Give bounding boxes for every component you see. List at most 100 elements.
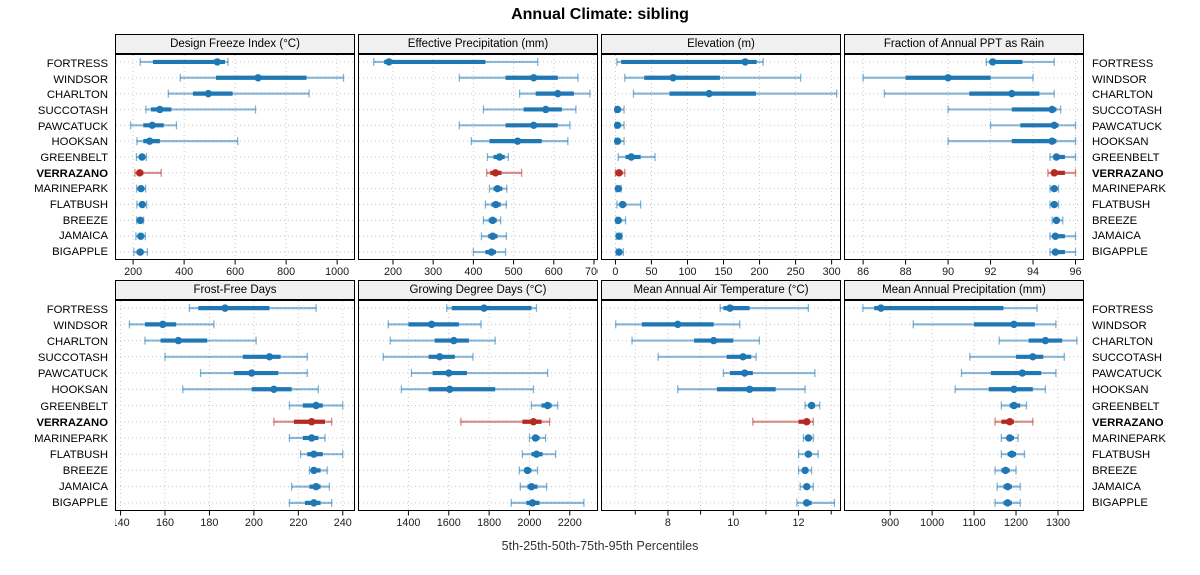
interval-marinepark	[1000, 433, 1019, 442]
station-label-fortress: FORTRESS	[1092, 304, 1154, 317]
dotplot-canvas: 0 50 100 150 200 250 300	[601, 54, 841, 277]
station-labels-left-top: FORTRESS WINDSOR CHARLTON SUCCOTASH PAWCATUC…	[0, 56, 112, 260]
station-label-greenbelt: GREENBELT	[1092, 152, 1160, 164]
svg-text:200: 200	[751, 266, 769, 277]
interval-hooksan	[400, 385, 535, 394]
interval-hooksan	[954, 385, 1047, 394]
interval-succotash	[613, 105, 625, 114]
svg-text:90: 90	[942, 266, 954, 277]
panel-mean-annual-precipitation: Mean Annual Precipitation (mm) 900 1000 11…	[844, 280, 1084, 528]
svg-text:600: 600	[545, 266, 563, 277]
station-label-windsor: WINDSOR	[1092, 73, 1147, 86]
interval-jamaica	[615, 232, 623, 241]
interval-hooksan	[136, 137, 239, 146]
interval-greenbelt	[486, 153, 510, 161]
interval-charlton	[632, 89, 838, 98]
svg-text:1200: 1200	[1004, 517, 1028, 528]
station-label-charlton: CHARLTON	[1092, 336, 1154, 349]
svg-text:240: 240	[334, 517, 352, 528]
svg-text:2000: 2000	[517, 517, 541, 528]
svg-text:1000: 1000	[325, 266, 349, 277]
interval-flatbush	[136, 200, 148, 209]
interval-fortress	[373, 57, 539, 66]
interval-jamaica	[996, 482, 1021, 491]
svg-text:0: 0	[612, 266, 618, 277]
station-label-verrazano: VERRAZANO	[1092, 416, 1164, 429]
svg-text:300: 300	[424, 266, 442, 277]
station-label-charlton: CHARLTON	[46, 336, 108, 349]
interval-pawcatuck	[613, 121, 625, 130]
interval-hooksan	[677, 385, 806, 394]
dotplot-canvas: 140 160 180 200 220 240	[115, 300, 355, 528]
interval-charlton	[998, 336, 1078, 345]
station-label-charlton: CHARLTON	[46, 89, 108, 102]
panel-strip-title: Fraction of Annual PPT as Rain	[844, 34, 1084, 54]
interval-greenbelt	[804, 401, 821, 410]
svg-text:600: 600	[226, 266, 244, 277]
panel-strip-title: Design Freeze Index (°C)	[115, 34, 355, 54]
svg-text:400: 400	[175, 266, 193, 277]
station-label-jamaica: JAMAICA	[59, 230, 108, 243]
panel-strip-title: Mean Annual Precipitation (mm)	[844, 280, 1084, 300]
svg-text:200: 200	[124, 266, 142, 277]
interval-marinepark	[802, 433, 814, 442]
interval-succotash	[657, 352, 757, 361]
svg-text:1000: 1000	[920, 517, 944, 528]
station-label-flatbush: FLATBUSH	[49, 448, 108, 461]
station-label-jamaica: JAMAICA	[1092, 230, 1141, 243]
interval-fortress	[139, 57, 229, 66]
panel-strip-title: Growing Degree Days (°C)	[358, 280, 598, 300]
interval-pawcatuck	[458, 121, 571, 130]
svg-text:10: 10	[727, 517, 739, 528]
interval-jamaica	[291, 482, 331, 491]
interval-fortress	[446, 304, 538, 313]
interval-windsor	[179, 73, 345, 82]
station-label-marinepark: MARINEPARK	[1092, 183, 1166, 196]
panel-effective-precipitation: Effective Precipitation (mm) 200 300 400 50…	[358, 34, 598, 277]
interval-hooksan	[182, 385, 319, 394]
svg-text:94: 94	[1027, 266, 1039, 277]
station-label-breeze: BREEZE	[1092, 214, 1138, 227]
interval-verrazano	[460, 417, 551, 426]
interval-breeze	[482, 216, 502, 225]
panel-strip-title: Elevation (m)	[601, 34, 841, 54]
interval-jamaica	[480, 232, 507, 241]
interval-greenbelt	[530, 401, 559, 410]
interval-succotash	[482, 105, 577, 114]
interval-pawcatuck	[410, 369, 549, 378]
interval-succotash	[382, 352, 474, 361]
interval-flatbush	[1049, 200, 1060, 209]
interval-breeze	[614, 216, 627, 225]
svg-text:900: 900	[881, 517, 899, 528]
interval-marinepark	[528, 433, 547, 442]
station-label-hooksan: HOOKSAN	[51, 136, 109, 149]
interval-marinepark	[614, 184, 622, 193]
svg-text:160: 160	[156, 517, 174, 528]
svg-text:96: 96	[1069, 266, 1081, 277]
interval-flatbush	[484, 200, 507, 209]
interval-charlton	[883, 89, 1055, 98]
station-label-breeze: BREEZE	[1092, 464, 1138, 477]
station-label-marinepark: MARINEPARK	[34, 432, 108, 445]
dotplot-canvas: 200 300 400 500 600 700	[358, 54, 598, 277]
dotplot-canvas: 1400 1600 1800 2000 2200	[358, 300, 598, 528]
svg-text:1600: 1600	[437, 517, 461, 528]
interval-charlton	[144, 336, 257, 345]
station-label-bigapple: BIGAPPLE	[1092, 246, 1148, 259]
percentiles-caption: 5th-25th-50th-75th-95th Percentiles	[501, 539, 699, 553]
interval-pawcatuck	[960, 369, 1057, 378]
interval-fortress	[188, 304, 317, 313]
svg-text:100: 100	[678, 266, 696, 277]
panel-strip-title: Mean Annual Air Temperature (°C)	[601, 280, 841, 300]
station-label-succotash: SUCCOTASH	[37, 352, 108, 365]
interval-pawcatuck	[989, 121, 1077, 130]
interval-marinepark	[488, 184, 508, 193]
panel-strip-title: Frost-Free Days	[115, 280, 355, 300]
station-label-succotash: SUCCOTASH	[1092, 352, 1163, 365]
interval-windsor	[387, 320, 482, 329]
panel-mean-annual-air-temperature: Mean Annual Air Temperature (°C) 8 10 12	[601, 280, 841, 528]
station-label-verrazano: VERRAZANO	[1092, 167, 1164, 180]
interval-bigapple	[796, 498, 836, 507]
interval-succotash	[145, 105, 257, 114]
interval-jamaica	[799, 482, 814, 491]
